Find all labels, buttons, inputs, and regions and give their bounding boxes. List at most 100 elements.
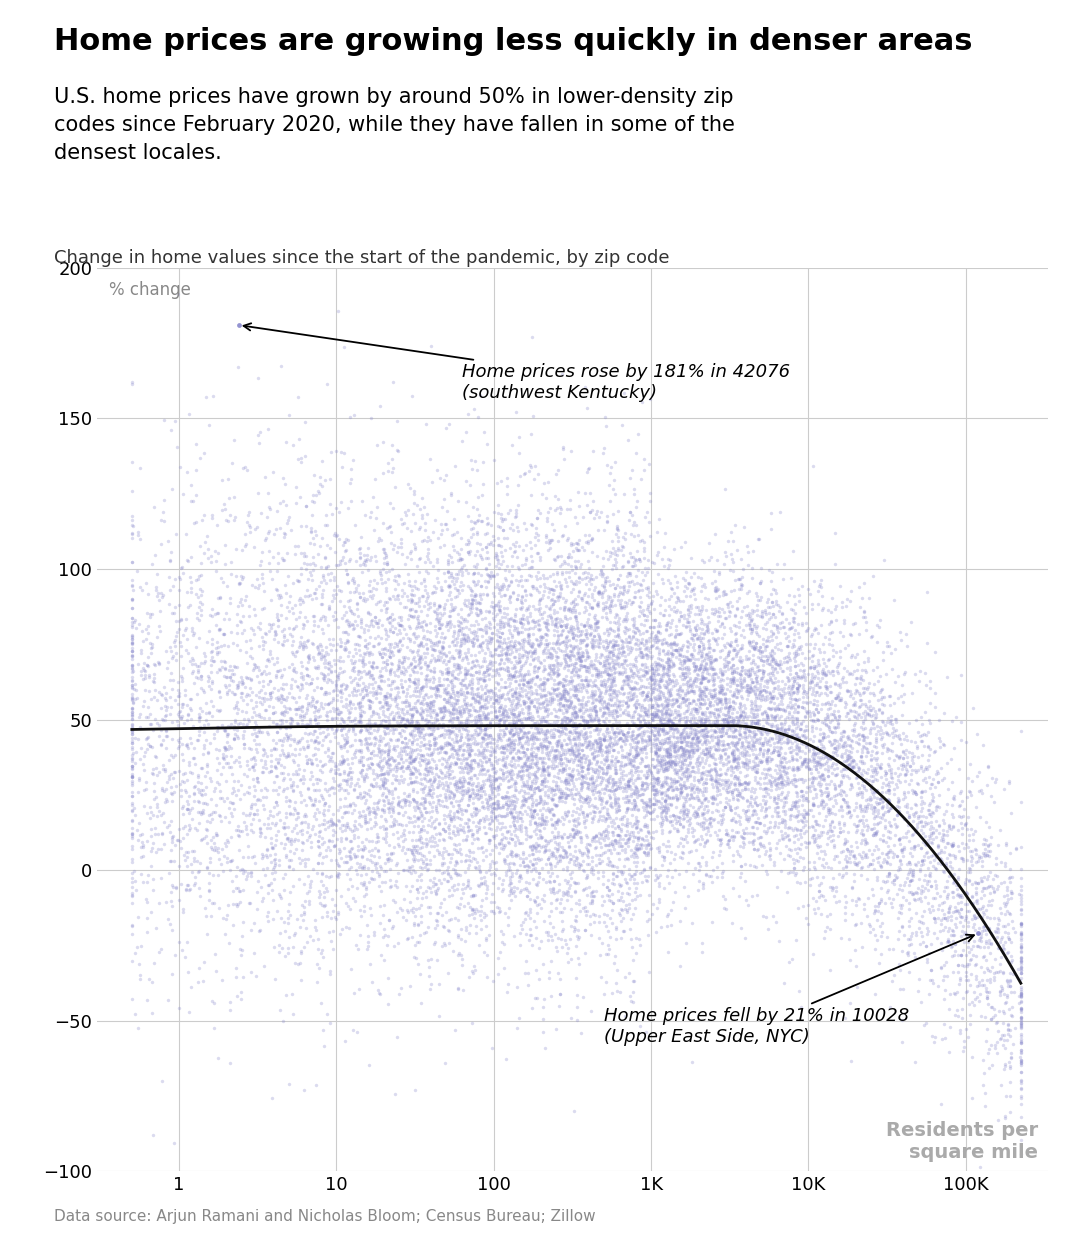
Point [346,780,363,800]
Point [343,716,361,736]
Point [596,521,613,541]
Point [397,790,415,810]
Point [473,625,490,645]
Point [874,694,891,714]
Point [256,467,273,487]
Point [948,880,966,900]
Point [977,981,995,1001]
Point [669,679,686,699]
Point [565,846,582,866]
Point [680,736,698,756]
Point [712,765,729,785]
Point [347,860,364,880]
Point [347,698,364,718]
Point [572,670,590,690]
Point [148,842,165,862]
Point [907,947,924,967]
Point [507,780,524,800]
Point [944,925,961,944]
Point [976,1095,994,1115]
Point [603,738,620,758]
Point [944,946,961,966]
Point [732,652,750,672]
Point [561,751,578,771]
Point [701,745,718,765]
Point [755,675,772,695]
Point [511,871,528,891]
Point [777,817,794,837]
Point [562,673,579,693]
Point [652,784,670,804]
Point [525,801,542,821]
Point [707,761,725,781]
Point [469,500,486,520]
Point [629,618,646,638]
Point [159,726,176,746]
Point [418,834,435,854]
Point [443,782,460,802]
Point [554,703,571,723]
Point [887,774,904,794]
Point [648,837,665,857]
Point [876,816,893,836]
Point [379,792,396,812]
Point [671,658,688,678]
Point [794,896,811,916]
Point [525,697,542,716]
Point [380,647,397,667]
Point [865,714,882,734]
Point [688,714,705,734]
Point [390,724,407,744]
Point [661,711,678,731]
Point [582,906,599,926]
Point [275,551,293,571]
Point [783,743,800,763]
Point [280,938,297,958]
Point [764,603,781,623]
Point [491,942,509,962]
Point [387,687,404,706]
Point [969,873,986,893]
Point [820,693,837,713]
Point [799,791,816,811]
Point [488,563,505,583]
Point [463,658,481,678]
Point [267,758,284,778]
Point [788,842,806,862]
Point [402,714,419,734]
Point [413,863,430,883]
Point [767,700,784,720]
Point [276,816,294,836]
Point [203,673,220,693]
Point [360,690,377,710]
Point [413,721,430,741]
Point [826,743,843,763]
Point [363,693,380,713]
Point [470,406,487,426]
Point [258,780,275,800]
Point [783,668,800,688]
Point [280,745,297,765]
Point [518,748,536,768]
Point [725,640,742,660]
Point [656,523,673,543]
Point [148,758,165,778]
Point [555,598,572,618]
Point [914,745,931,765]
Point [654,749,672,769]
Point [456,780,473,800]
Point [689,751,706,771]
Point [605,649,622,669]
Point [490,714,508,734]
Point [733,638,751,658]
Point [677,791,694,811]
Point [208,720,226,740]
Point [878,882,895,902]
Point [756,779,773,799]
Point [794,795,811,815]
Point [442,687,459,706]
Point [476,698,494,718]
Point [693,709,711,729]
Point [780,695,797,715]
Point [617,842,634,862]
